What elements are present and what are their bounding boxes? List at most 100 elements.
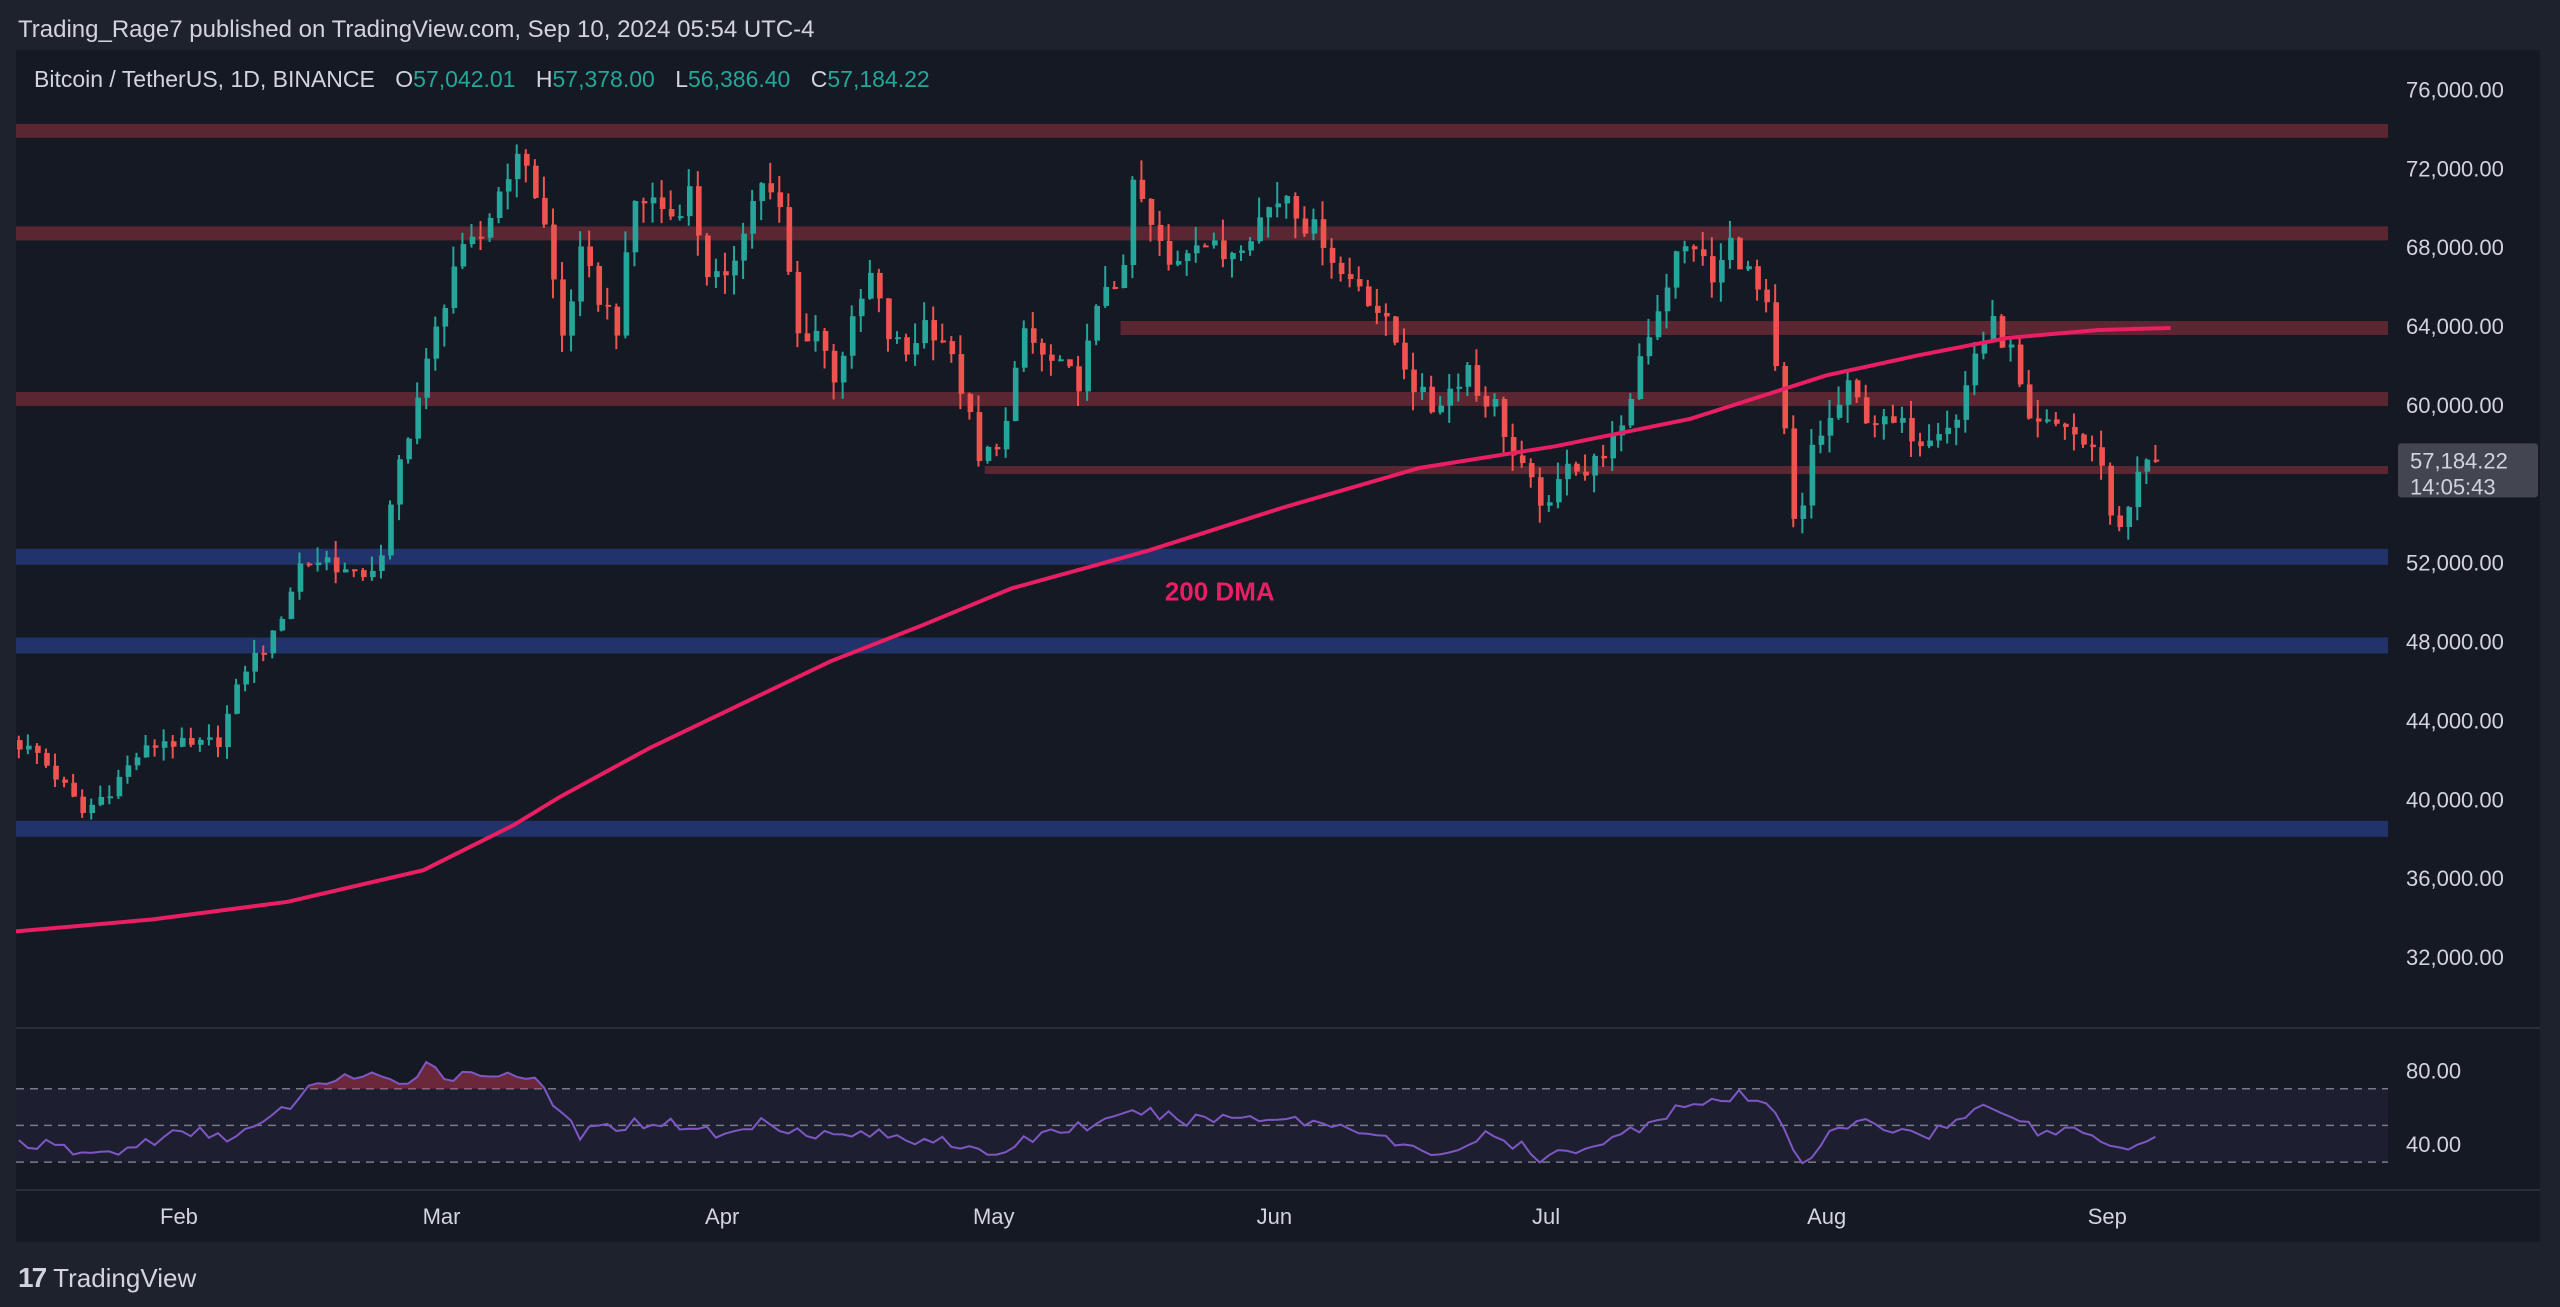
candle <box>1528 458 1535 488</box>
symbol-label: Bitcoin / TetherUS, 1D, BINANCE <box>34 66 375 92</box>
candle-body <box>514 153 521 180</box>
candle-body <box>795 271 802 334</box>
candle <box>795 260 802 348</box>
candle <box>650 182 657 223</box>
candle-body <box>1239 250 1245 253</box>
candle-body <box>1139 179 1146 199</box>
candle <box>569 289 575 352</box>
candle-body <box>759 183 765 202</box>
candle <box>949 336 956 363</box>
candle <box>714 258 720 288</box>
candle-body <box>858 298 865 317</box>
close-value: 57,184.22 <box>827 66 930 92</box>
candle-body <box>1791 428 1798 519</box>
candle-body <box>1909 417 1915 442</box>
chart-panel[interactable]: 200 DMA 76,000.00 72,000.00 68,000.00 64,000… <box>16 50 2540 1242</box>
candle-body <box>1212 240 1218 246</box>
candle <box>1076 355 1082 407</box>
candle <box>2026 369 2033 420</box>
candle-body <box>1402 342 1408 370</box>
candle <box>451 246 458 314</box>
candle-body <box>1221 240 1227 260</box>
price-tick-label: 52,000.00 <box>2406 551 2504 576</box>
candle-body <box>2054 419 2060 424</box>
candle <box>1691 244 1698 262</box>
candle-body <box>433 326 440 359</box>
candle <box>2153 444 2160 463</box>
candle <box>2117 506 2124 532</box>
candle <box>886 298 892 352</box>
candle-body <box>451 266 458 308</box>
candle <box>134 752 141 771</box>
candle <box>1329 238 1336 279</box>
candle <box>1891 404 1897 424</box>
candle <box>1067 359 1073 368</box>
candle-body <box>1537 477 1544 506</box>
candle-body <box>342 569 349 573</box>
candle <box>1248 237 1254 256</box>
tradingview-footer[interactable]: 17 TradingView <box>18 1258 196 1298</box>
candle <box>53 753 59 788</box>
candle <box>2017 336 2024 388</box>
candle <box>406 437 412 464</box>
candle <box>1809 428 1816 519</box>
candle-body <box>2090 444 2096 448</box>
candle-body <box>768 183 775 193</box>
candle-body <box>1157 224 1164 241</box>
candle <box>1438 395 1445 415</box>
candle-body <box>406 438 412 460</box>
candle-body <box>822 330 829 351</box>
candle <box>514 144 521 198</box>
candle-body <box>379 555 385 571</box>
candle-body <box>1184 253 1191 262</box>
candle-body <box>1882 416 1888 425</box>
candle-body <box>1510 437 1517 456</box>
resistance-level <box>16 123 2388 138</box>
candle-body <box>35 745 41 753</box>
candle <box>1094 304 1100 346</box>
candle <box>813 315 820 352</box>
candle <box>505 163 512 210</box>
candle <box>351 569 358 578</box>
candle <box>1139 160 1146 203</box>
candle <box>44 748 50 768</box>
candle <box>849 305 856 369</box>
price-chart[interactable]: 200 DMA 76,000.00 72,000.00 68,000.00 64,000… <box>16 50 2540 1242</box>
candle <box>668 190 675 221</box>
resistance-level <box>16 391 2388 406</box>
candle <box>2108 462 2114 525</box>
candle-body <box>1112 286 1119 289</box>
candle-body <box>596 265 603 305</box>
candle <box>342 562 349 573</box>
candle-body <box>496 191 503 218</box>
candle-body <box>1203 245 1209 248</box>
candle-body <box>1936 434 1942 441</box>
candle-body <box>886 298 892 340</box>
candle-body <box>949 341 956 355</box>
candle-body <box>1438 405 1445 413</box>
candle-body <box>1284 196 1291 204</box>
ohlc-legend: Bitcoin / TetherUS, 1D, BINANCE O57,042.… <box>34 66 930 93</box>
candle <box>1175 250 1182 267</box>
candle-body <box>2072 426 2078 435</box>
candle <box>17 735 23 759</box>
candle <box>1882 408 1888 440</box>
candle <box>677 204 684 221</box>
candle-body <box>659 197 666 210</box>
candle <box>1338 256 1345 282</box>
candle-body <box>1836 404 1843 418</box>
candle <box>89 798 96 820</box>
candle-body <box>895 337 901 340</box>
candle-body <box>1746 266 1752 270</box>
candle-body <box>1293 196 1300 219</box>
candle-body <box>324 557 331 563</box>
time-tick-label: Apr <box>705 1204 739 1229</box>
candle-body <box>179 737 186 747</box>
high-key: H <box>535 66 553 92</box>
candle-body <box>587 246 593 266</box>
candle <box>1682 240 1689 264</box>
candle-body <box>2026 384 2033 419</box>
candle <box>1058 355 1064 362</box>
candles <box>17 144 2160 820</box>
candle <box>705 233 711 286</box>
